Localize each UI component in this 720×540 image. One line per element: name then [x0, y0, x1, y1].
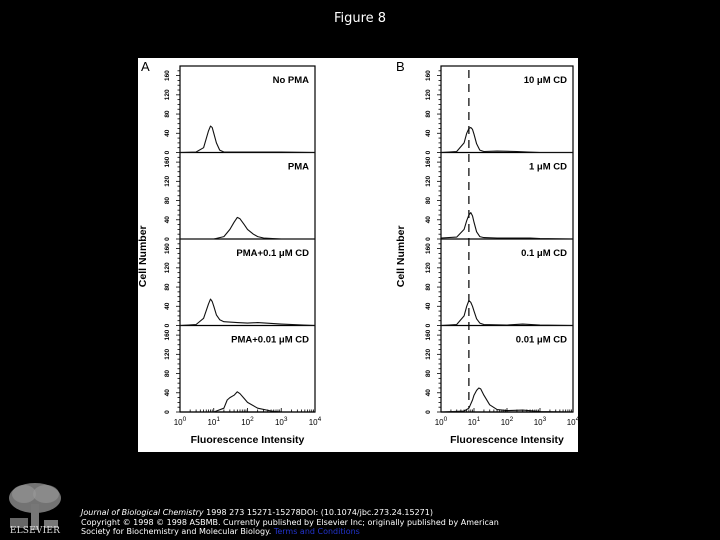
- subplot-label: No PMA: [273, 75, 310, 86]
- svg-text:160: 160: [425, 243, 432, 254]
- elsevier-logo-text: ELSEVIER: [9, 526, 61, 536]
- svg-text:80: 80: [164, 197, 171, 205]
- x-axis-label: Fluorescence Intensity: [450, 434, 564, 446]
- svg-text:0: 0: [164, 150, 171, 154]
- citation-line: Journal of Biological Chemistry 1998 273…: [81, 508, 601, 518]
- histogram-curve: [440, 212, 574, 240]
- svg-text:101: 101: [207, 416, 220, 427]
- svg-text:40: 40: [164, 302, 171, 310]
- svg-text:103: 103: [275, 416, 288, 427]
- elsevier-tree-logo-icon: [4, 482, 66, 532]
- svg-text:160: 160: [164, 243, 171, 254]
- svg-text:0: 0: [425, 410, 432, 414]
- subplot-label: PMA+0.01 μM CD: [231, 335, 309, 346]
- svg-text:120: 120: [425, 89, 432, 100]
- svg-text:160: 160: [425, 70, 432, 81]
- svg-text:0: 0: [164, 410, 171, 414]
- svg-text:80: 80: [425, 110, 432, 118]
- svg-text:101: 101: [468, 416, 481, 427]
- svg-text:40: 40: [425, 216, 432, 224]
- slide-title: Figure 8: [333, 11, 387, 26]
- svg-text:40: 40: [164, 216, 171, 224]
- svg-text:0: 0: [425, 237, 432, 241]
- svg-text:80: 80: [425, 197, 432, 205]
- svg-text:160: 160: [425, 156, 432, 167]
- y-axis-label: Cell Number: [395, 225, 407, 287]
- svg-text:102: 102: [241, 416, 254, 427]
- svg-text:120: 120: [164, 176, 171, 187]
- svg-text:80: 80: [164, 370, 171, 378]
- histogram-curve: [179, 125, 316, 154]
- society-line: Society for Biochemistry and Molecular B…: [81, 527, 601, 537]
- panel-a: 0 40 80 120 160 No PMA 0 40 80 120 160 PMA 0 40 80 120 1…: [137, 65, 322, 446]
- terms-and-conditions-link[interactable]: Terms and Conditions: [273, 527, 360, 536]
- svg-text:100: 100: [435, 416, 448, 427]
- citation-details: 1998 273 15271-15278DOI: (10.1074/jbc.27…: [203, 508, 433, 517]
- svg-text:0: 0: [425, 323, 432, 327]
- y-axis-label: Cell Number: [138, 225, 149, 287]
- citation-block: Journal of Biological Chemistry 1998 273…: [81, 508, 601, 537]
- subplot-label: 10 μM CD: [524, 75, 567, 86]
- x-axis-label: Fluorescence Intensity: [191, 434, 305, 446]
- svg-text:40: 40: [164, 129, 171, 137]
- society-text: Society for Biochemistry and Molecular B…: [81, 527, 272, 536]
- svg-text:120: 120: [425, 262, 432, 273]
- figure-8: A B 0 40 80 120 160 No PMA 0 40 80 120 160 PMA 0 40 80…: [137, 58, 580, 452]
- svg-text:120: 120: [425, 176, 432, 187]
- svg-text:120: 120: [164, 349, 171, 360]
- svg-text:40: 40: [164, 389, 171, 397]
- svg-text:160: 160: [425, 329, 432, 340]
- svg-text:120: 120: [164, 89, 171, 100]
- journal-name: Journal of Biological Chemistry: [81, 508, 204, 517]
- svg-text:80: 80: [425, 370, 432, 378]
- svg-text:40: 40: [425, 302, 432, 310]
- svg-text:0: 0: [425, 150, 432, 154]
- svg-text:104: 104: [567, 416, 578, 427]
- histogram-curve: [180, 216, 315, 240]
- svg-text:120: 120: [425, 349, 432, 360]
- svg-text:103: 103: [534, 416, 547, 427]
- svg-text:80: 80: [164, 110, 171, 118]
- svg-text:40: 40: [425, 389, 432, 397]
- svg-text:80: 80: [425, 283, 432, 291]
- histogram-curve: [440, 299, 574, 327]
- svg-text:100: 100: [174, 416, 187, 427]
- panel-b-letter: B: [396, 59, 405, 74]
- panel-a-letter: A: [141, 59, 150, 74]
- histogram-curve: [440, 387, 574, 413]
- histogram-curve: [440, 126, 573, 154]
- histogram-curve: [179, 298, 316, 327]
- svg-text:0: 0: [164, 237, 171, 241]
- histogram-curve: [180, 391, 315, 413]
- svg-text:120: 120: [164, 262, 171, 273]
- flow-cytometry-histograms: 0 40 80 120 160 No PMA 0 40 80 120 160 PMA 0 40 80 120 1…: [137, 65, 580, 446]
- svg-text:80: 80: [164, 283, 171, 291]
- svg-text:40: 40: [425, 129, 432, 137]
- subplot-label: 0.01 μM CD: [516, 335, 567, 346]
- svg-text:160: 160: [164, 156, 171, 167]
- copyright-line: Copyright © 1998 © 1998 ASBMB. Currently…: [81, 517, 499, 527]
- panel-b: 0 40 80 120 160 10 μM CD 0 40 80 120 160 1 μM CD 0 40…: [395, 65, 580, 446]
- svg-text:102: 102: [501, 416, 514, 427]
- subplot-label: 1 μM CD: [529, 162, 567, 173]
- svg-text:0: 0: [164, 323, 171, 327]
- subplot-label: 0.1 μM CD: [521, 248, 567, 259]
- subplot-label: PMA: [288, 162, 309, 173]
- svg-text:104: 104: [309, 416, 322, 427]
- subplot-label: PMA+0.1 μM CD: [236, 248, 309, 259]
- svg-text:160: 160: [164, 70, 171, 81]
- svg-text:160: 160: [164, 329, 171, 340]
